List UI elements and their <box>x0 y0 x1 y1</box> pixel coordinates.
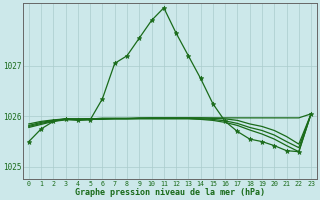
X-axis label: Graphe pression niveau de la mer (hPa): Graphe pression niveau de la mer (hPa) <box>75 188 265 197</box>
